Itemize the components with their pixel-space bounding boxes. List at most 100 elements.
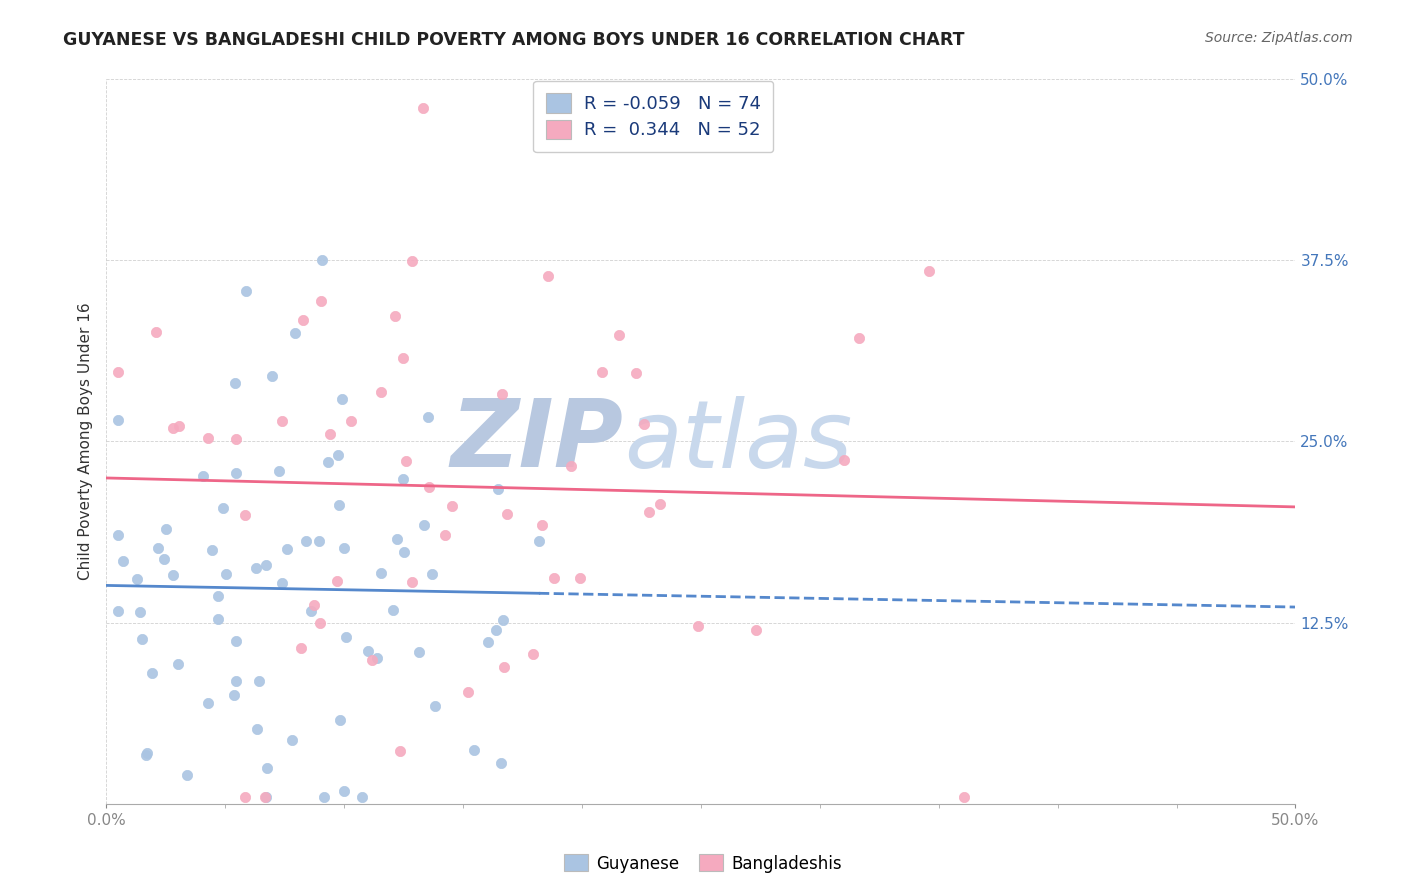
Point [162, 421, 184, 435]
Point [356, 644, 378, 658]
Point [225, 634, 247, 648]
Point [423, 698, 446, 713]
Point [246, 722, 269, 736]
Point [197, 696, 219, 710]
Point [384, 310, 406, 324]
Point [107, 604, 129, 618]
Point [325, 574, 347, 588]
Point [388, 744, 411, 758]
Point [267, 464, 290, 478]
Point [531, 517, 554, 532]
Point [953, 789, 976, 804]
Point [222, 688, 245, 702]
Point [744, 623, 766, 637]
Point [271, 414, 294, 428]
Y-axis label: Child Poverty Among Boys Under 16: Child Poverty Among Boys Under 16 [79, 302, 93, 581]
Point [495, 507, 517, 521]
Point [335, 630, 357, 644]
Point [394, 545, 416, 559]
Point [412, 101, 434, 115]
Point [568, 571, 591, 585]
Point [201, 543, 224, 558]
Legend: Guyanese, Bangladeshis: Guyanese, Bangladeshis [558, 847, 848, 880]
Point [294, 534, 316, 549]
Point [256, 761, 278, 775]
Point [382, 603, 405, 617]
Point [107, 413, 129, 427]
Point [686, 619, 709, 633]
Point [225, 466, 247, 480]
Point [339, 414, 361, 428]
Point [607, 327, 630, 342]
Point [491, 387, 513, 401]
Point [492, 660, 515, 674]
Point [311, 293, 333, 308]
Point [281, 733, 304, 747]
Point [225, 673, 247, 688]
Point [225, 432, 247, 446]
Point [486, 482, 509, 496]
Text: atlas: atlas [624, 396, 852, 487]
Point [440, 499, 463, 513]
Point [485, 623, 508, 637]
Point [326, 449, 349, 463]
Point [560, 458, 582, 473]
Point [235, 284, 257, 298]
Point [537, 269, 560, 284]
Text: Source: ZipAtlas.com: Source: ZipAtlas.com [1205, 31, 1353, 45]
Point [111, 554, 134, 568]
Point [633, 417, 655, 432]
Point [413, 518, 436, 533]
Point [276, 541, 298, 556]
Point [370, 566, 392, 580]
Point [477, 634, 499, 648]
Point [131, 632, 153, 646]
Point [129, 605, 152, 619]
Point [233, 508, 256, 522]
Point [401, 575, 423, 590]
Point [302, 598, 325, 612]
Point [392, 473, 415, 487]
Point [330, 392, 353, 406]
Point [457, 685, 479, 699]
Point [207, 612, 229, 626]
Point [308, 534, 330, 549]
Point [408, 645, 430, 659]
Point [420, 567, 443, 582]
Point [648, 497, 671, 511]
Point [492, 613, 515, 627]
Point [224, 376, 246, 390]
Point [385, 532, 408, 546]
Point [290, 641, 312, 656]
Point [284, 326, 307, 341]
Point [262, 368, 284, 383]
Point [191, 468, 214, 483]
Point [245, 561, 267, 575]
Point [214, 567, 236, 582]
Legend: R = -0.059   N = 74, R =  0.344   N = 52: R = -0.059 N = 74, R = 0.344 N = 52 [533, 81, 773, 153]
Point [848, 331, 870, 345]
Point [416, 409, 439, 424]
Point [254, 789, 277, 804]
Point [329, 713, 352, 727]
Point [141, 665, 163, 680]
Point [366, 650, 388, 665]
Point [207, 589, 229, 603]
Point [107, 527, 129, 541]
Point [401, 253, 423, 268]
Point [270, 575, 292, 590]
Point [153, 551, 176, 566]
Point [361, 652, 384, 666]
Text: ZIP: ZIP [451, 395, 624, 487]
Point [212, 501, 235, 516]
Point [638, 505, 661, 519]
Point [291, 313, 314, 327]
Point [125, 573, 148, 587]
Point [311, 252, 333, 267]
Point [145, 325, 167, 339]
Point [318, 455, 340, 469]
Point [176, 768, 198, 782]
Point [254, 558, 277, 573]
Point [148, 541, 170, 556]
Point [167, 657, 190, 671]
